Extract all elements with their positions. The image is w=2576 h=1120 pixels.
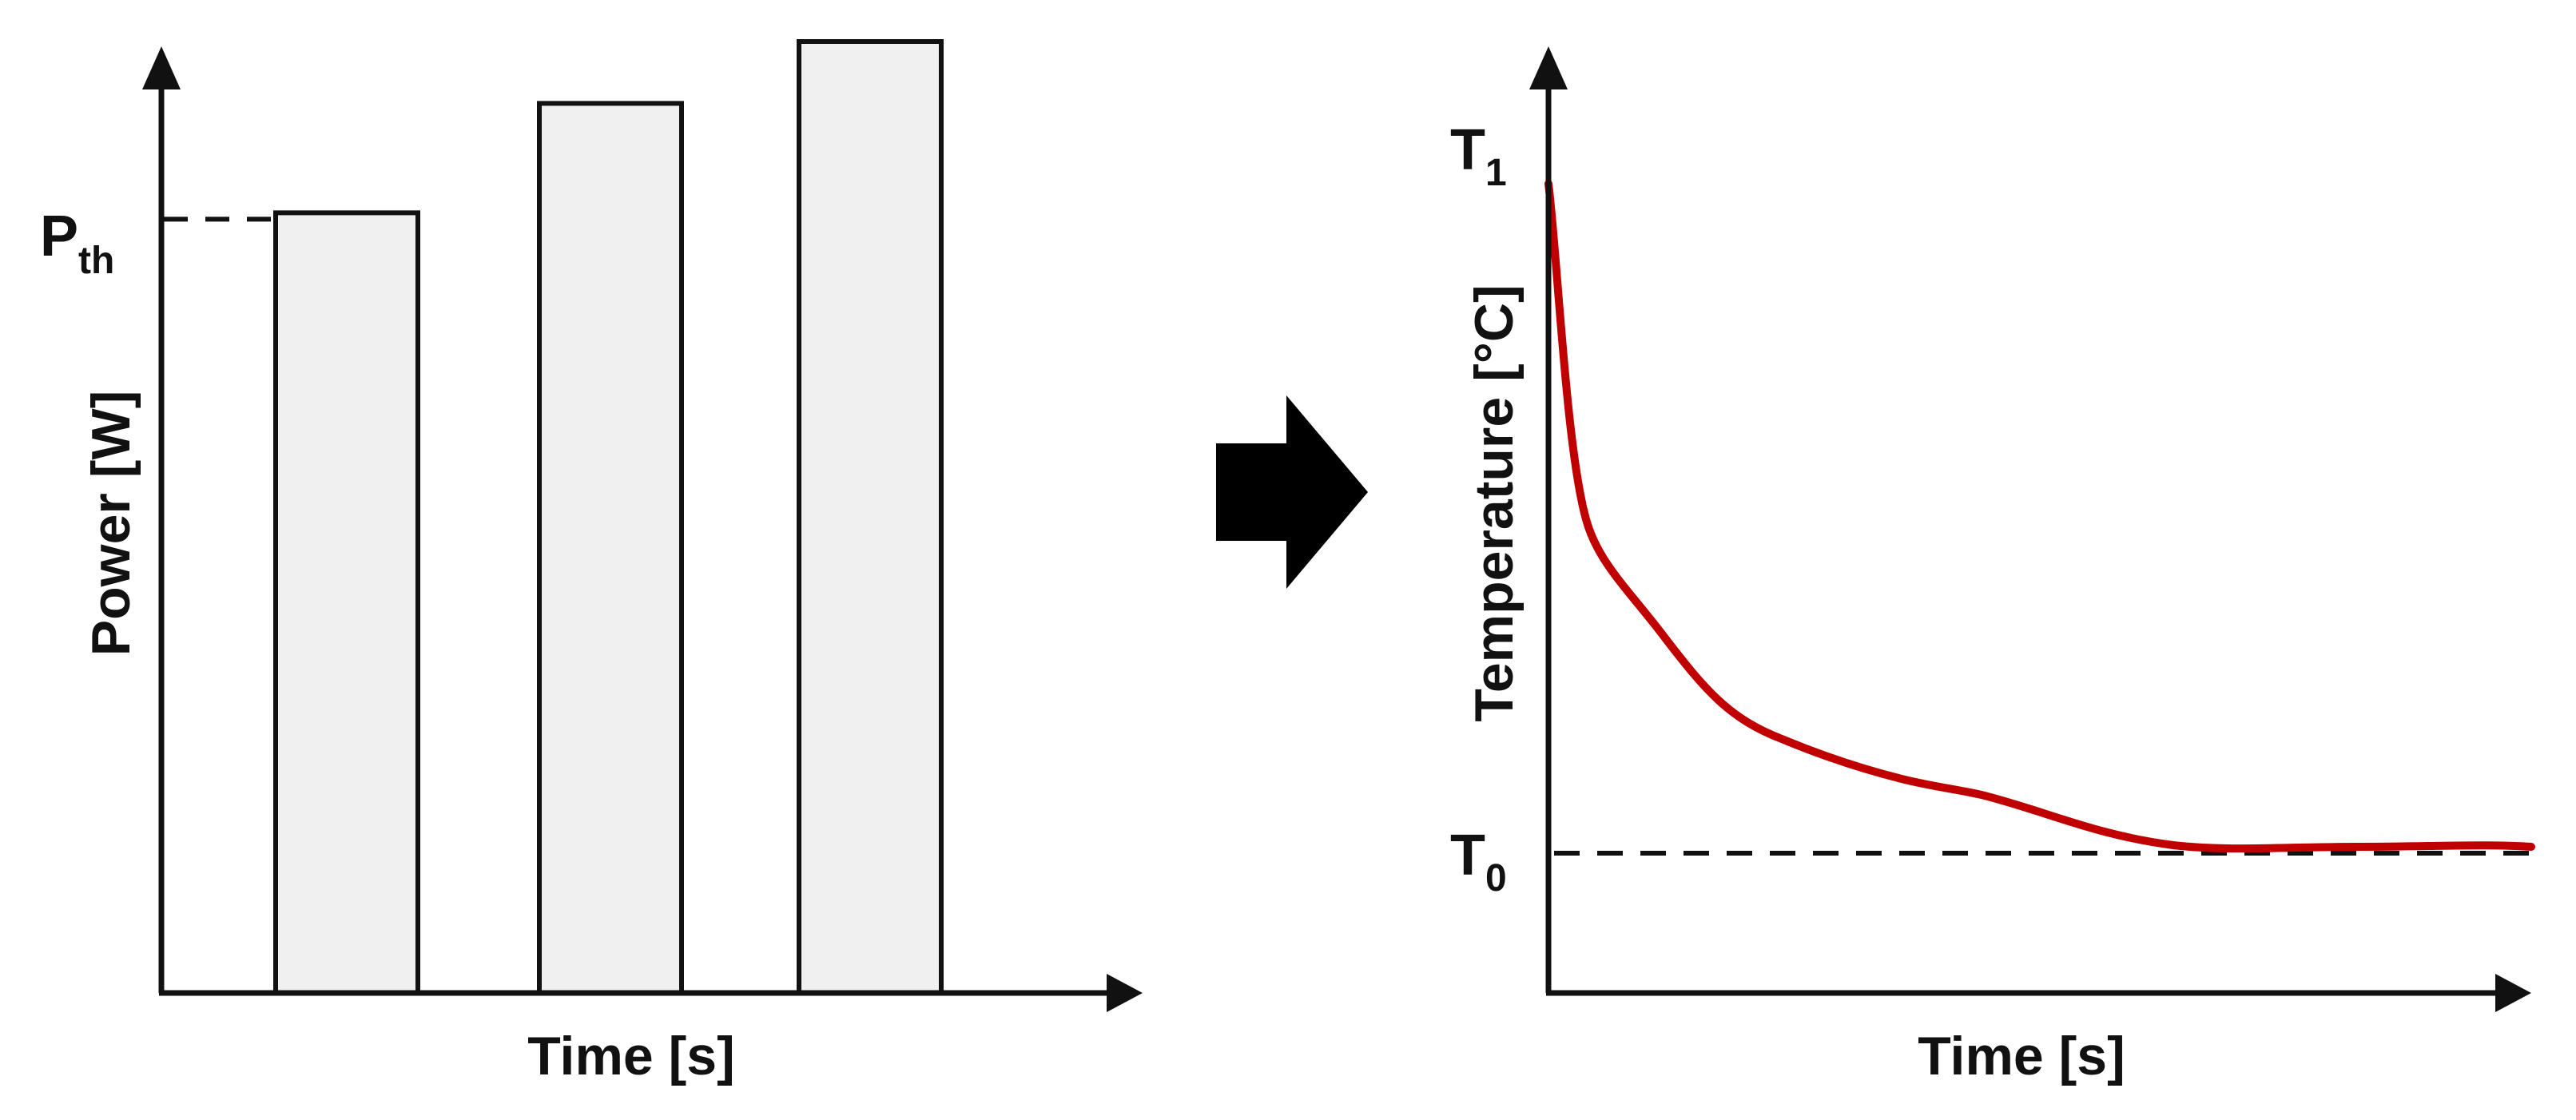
temperature-curve bbox=[1544, 180, 2535, 853]
t0-label-sub: 0 bbox=[1485, 857, 1507, 900]
power-x-axis-arrowhead bbox=[1107, 974, 1143, 1012]
power-y-axis-arrowhead bbox=[142, 46, 181, 89]
power-bar-3 bbox=[797, 39, 944, 995]
t0-label-main: T bbox=[1450, 824, 1485, 888]
threshold-label-main: P bbox=[40, 205, 78, 268]
threshold-label-sub: th bbox=[78, 240, 114, 282]
right-arrow-icon bbox=[1216, 395, 1368, 589]
t0-label: T0 bbox=[1450, 824, 1507, 900]
temperature-y-axis-arrowhead bbox=[1529, 46, 1568, 89]
t1-label: T1 bbox=[1450, 118, 1507, 194]
t1-label-sub: 1 bbox=[1485, 152, 1507, 194]
power-bar-2 bbox=[537, 101, 684, 995]
threshold-label: Pth bbox=[40, 205, 114, 282]
power-y-axis-label: Power [W] bbox=[81, 391, 141, 656]
t1-label-main: T bbox=[1450, 118, 1485, 182]
power-chart: Power [W] Time [s] Pth bbox=[40, 39, 1143, 1086]
temperature-x-axis-arrowhead bbox=[2495, 974, 2531, 1012]
temperature-y-axis-label: Temperature [°C] bbox=[1464, 284, 1525, 721]
power-bar-1 bbox=[273, 210, 420, 995]
power-bars bbox=[273, 39, 944, 995]
temperature-chart: Temperature [°C] Time [s] T1 T0 bbox=[1450, 46, 2535, 1086]
temperature-x-axis-label: Time [s] bbox=[1918, 1026, 2125, 1086]
power-x-axis-label: Time [s] bbox=[527, 1026, 734, 1086]
